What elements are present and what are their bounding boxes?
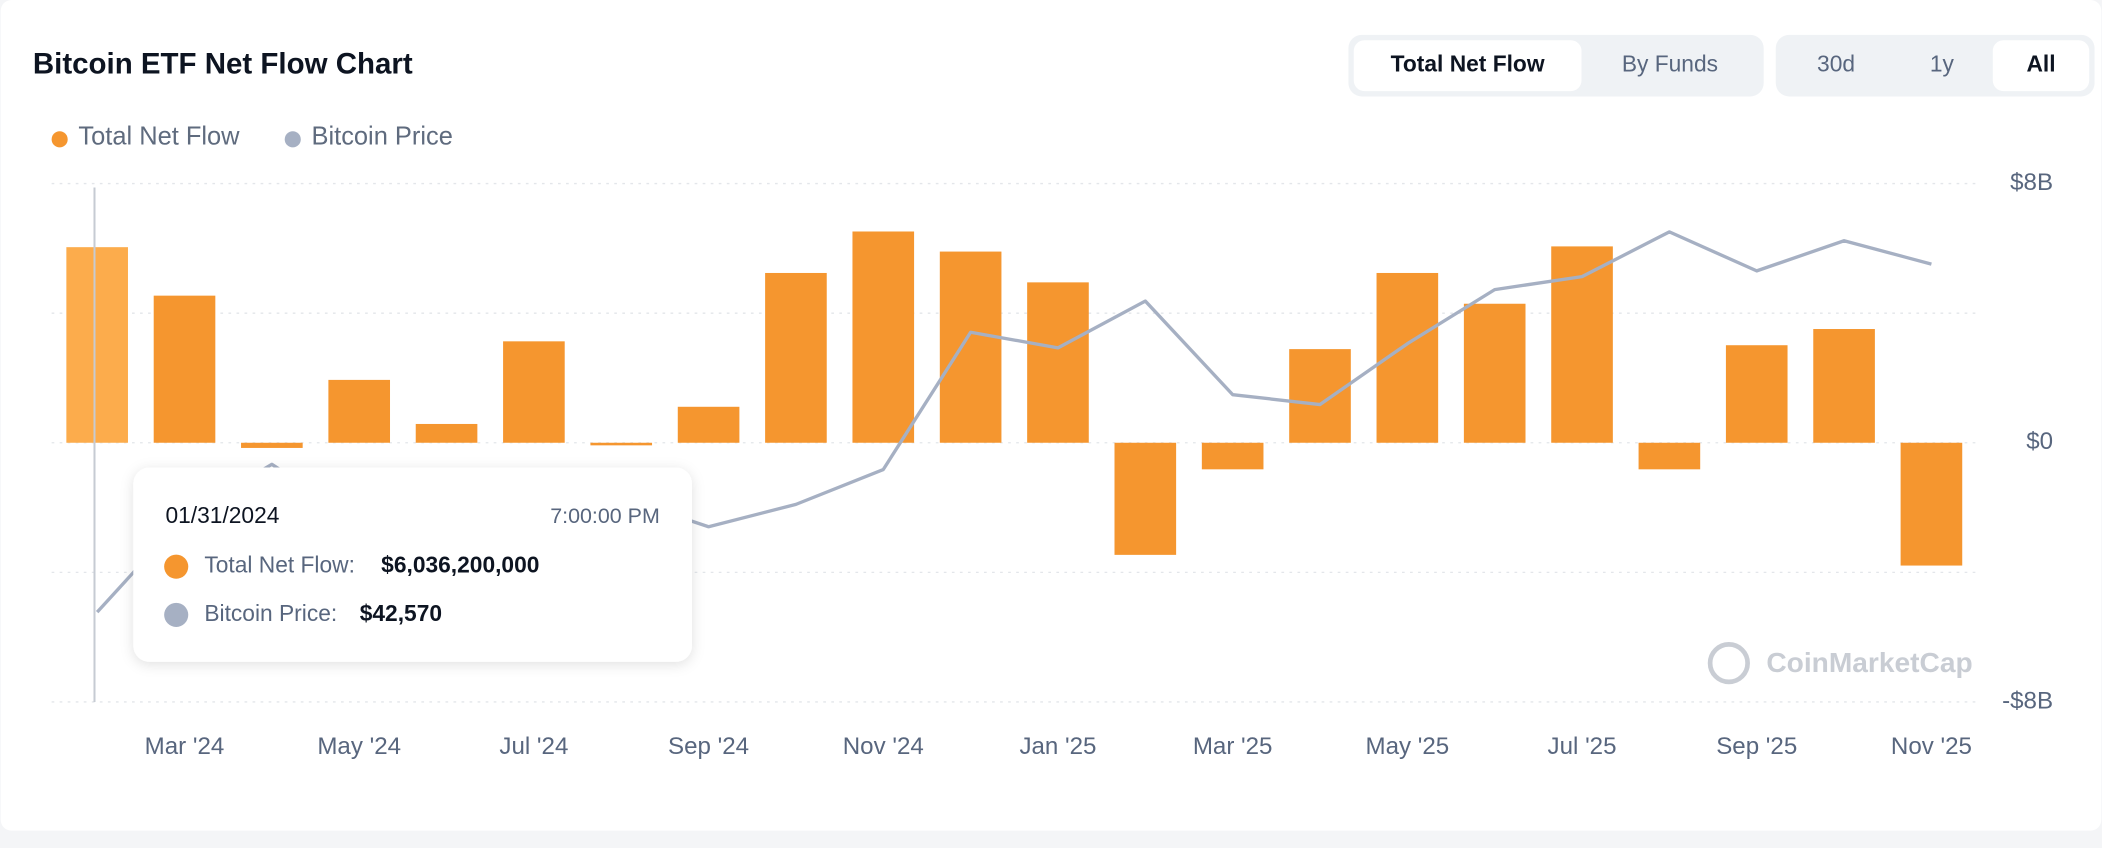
bar[interactable]: [415, 423, 478, 443]
x-tick-label: May '25: [1366, 733, 1450, 760]
bar[interactable]: [66, 247, 128, 443]
x-tick-label: Jul '25: [1548, 733, 1617, 760]
y-tick-label: $0: [2026, 428, 2053, 455]
bar[interactable]: [503, 341, 565, 443]
watermark: CoinMarketCap: [1766, 647, 1972, 678]
x-tick-label: Sep '25: [1716, 733, 1797, 760]
button[interactable]: Total Net Flow: [1391, 51, 1545, 77]
bar[interactable]: [241, 442, 303, 448]
button[interactable]: 1y: [1930, 51, 1955, 77]
bar[interactable]: [1638, 442, 1701, 470]
tooltip-time: 7:00:00 PM: [550, 504, 660, 528]
button[interactable]: By Funds: [1622, 51, 1718, 77]
bar[interactable]: [153, 295, 216, 443]
button[interactable]: 30d: [1817, 51, 1855, 77]
legend-label[interactable]: Total Net Flow: [78, 123, 240, 151]
button-active[interactable]: [1992, 40, 2090, 92]
tooltip-value: $6,036,200,000: [381, 552, 539, 578]
legend-dot: [284, 131, 301, 148]
y-tick-label: $8B: [2010, 169, 2053, 196]
bar[interactable]: [1463, 303, 1526, 443]
bar[interactable]: [590, 442, 653, 446]
bar[interactable]: [1027, 282, 1089, 443]
bar[interactable]: [677, 406, 740, 443]
tooltip-label: Total Net Flow:: [204, 552, 355, 578]
x-tick-label: Sep '24: [668, 733, 749, 760]
button[interactable]: All: [2026, 51, 2055, 77]
x-tick-label: May '24: [317, 733, 401, 760]
tooltip-dot: [164, 602, 189, 627]
x-tick-label: Jan '25: [1019, 733, 1096, 760]
legend-dot: [51, 131, 68, 148]
bar[interactable]: [1201, 442, 1264, 470]
x-tick-label: Jul '24: [499, 733, 568, 760]
tooltip-dot: [164, 554, 189, 579]
bar[interactable]: [1725, 345, 1788, 443]
bar[interactable]: [328, 379, 391, 443]
bar[interactable]: [939, 251, 1002, 443]
tooltip: [133, 467, 692, 662]
watermark-logo: [1707, 642, 1750, 685]
tooltip-value: $42,570: [360, 600, 442, 626]
tooltip-label: Bitcoin Price:: [204, 600, 337, 626]
x-tick-label: Nov '25: [1891, 733, 1972, 760]
bar[interactable]: [1114, 442, 1177, 555]
bar[interactable]: [765, 272, 827, 443]
legend-label[interactable]: Bitcoin Price: [312, 123, 453, 151]
y-tick-label: -$8B: [2002, 687, 2053, 714]
bar[interactable]: [1900, 442, 1963, 566]
button-active[interactable]: [1353, 40, 1582, 92]
chart-title: Bitcoin ETF Net Flow Chart: [33, 47, 413, 80]
x-tick-label: Mar '24: [145, 733, 225, 760]
tooltip-date: 01/31/2024: [165, 502, 279, 528]
x-tick-label: Mar '25: [1193, 733, 1273, 760]
bar[interactable]: [1289, 349, 1351, 443]
bar[interactable]: [1813, 329, 1875, 443]
x-tick-label: Nov '24: [843, 733, 924, 760]
bar[interactable]: [852, 231, 915, 443]
